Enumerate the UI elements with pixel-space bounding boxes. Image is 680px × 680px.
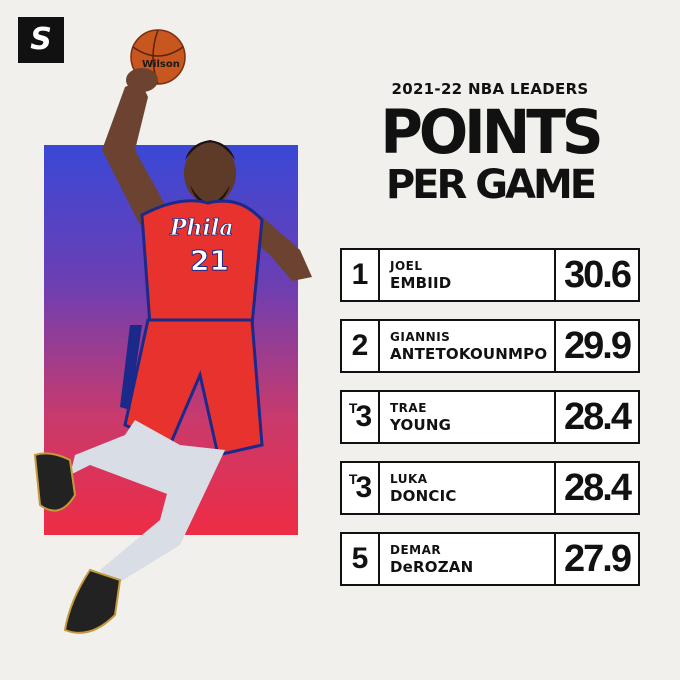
first-name: TRAE — [390, 400, 427, 415]
tie-marker: T — [348, 471, 358, 487]
last-name: DONCIC — [390, 486, 457, 505]
leader-row: 5 DEMAR DeROZAN 27.9 — [340, 532, 640, 586]
jersey-number: 21 — [190, 244, 229, 277]
stat-title: POINTS PER GAME — [340, 96, 640, 208]
player-name: GIANNIS ANTETOKOUNMPO — [380, 321, 554, 371]
player-name: LUKA DONCIC — [380, 463, 554, 513]
brand-logo-letter: S — [30, 22, 52, 57]
rank-cell: 1 — [342, 250, 380, 300]
first-name: LUKA — [390, 471, 428, 486]
last-name: DeROZAN — [390, 557, 474, 576]
last-name: ANTETOKOUNMPO — [390, 344, 548, 363]
first-name: JOEL — [390, 258, 423, 273]
rank-number: 5 — [351, 542, 369, 575]
rank-number: 2 — [351, 329, 369, 362]
first-name: DEMAR — [390, 542, 442, 557]
leader-row: 1 JOEL EMBIID 30.6 — [340, 248, 640, 302]
player-name: DEMAR DeROZAN — [380, 534, 554, 584]
ppg-value: 27.9 — [554, 534, 638, 584]
jersey-text: Phila — [169, 215, 234, 241]
leader-row: T 3 TRAE YOUNG 28.4 — [340, 390, 640, 444]
rank-number: 3 — [355, 400, 372, 433]
player-dunk-image: Wilson Phila 21 — [33, 29, 312, 634]
rank-cell: T 3 — [342, 463, 380, 513]
ball-text: Wilson — [142, 59, 180, 70]
rank-cell: 5 — [342, 534, 380, 584]
rank-cell: T 3 — [342, 392, 380, 442]
ppg-value: 28.4 — [554, 463, 638, 513]
brand-logo: S — [18, 17, 64, 63]
leaders-subtitle: 2021-22 NBA LEADERS — [391, 80, 589, 98]
last-name: EMBIID — [390, 273, 452, 292]
leader-row: T 3 LUKA DONCIC 28.4 — [340, 461, 640, 515]
rank-cell: 2 — [342, 321, 380, 371]
player-name: JOEL EMBIID — [380, 250, 554, 300]
ppg-value: 30.6 — [554, 250, 638, 300]
first-name: GIANNIS — [390, 329, 451, 344]
player-name: TRAE YOUNG — [380, 392, 554, 442]
rank-number: 1 — [351, 258, 369, 291]
rank-number: 3 — [355, 471, 372, 504]
tie-marker: T — [348, 400, 358, 416]
leaders-list: 1 JOEL EMBIID 30.6 2 GIANNIS ANTETOKOUNM… — [340, 248, 640, 603]
ppg-value: 28.4 — [554, 392, 638, 442]
ppg-value: 29.9 — [554, 321, 638, 371]
leader-row: 2 GIANNIS ANTETOKOUNMPO 29.9 — [340, 319, 640, 373]
title-line-2: PER GAME — [385, 162, 597, 208]
last-name: YOUNG — [390, 415, 452, 434]
title-line-1: POINTS — [380, 96, 603, 168]
